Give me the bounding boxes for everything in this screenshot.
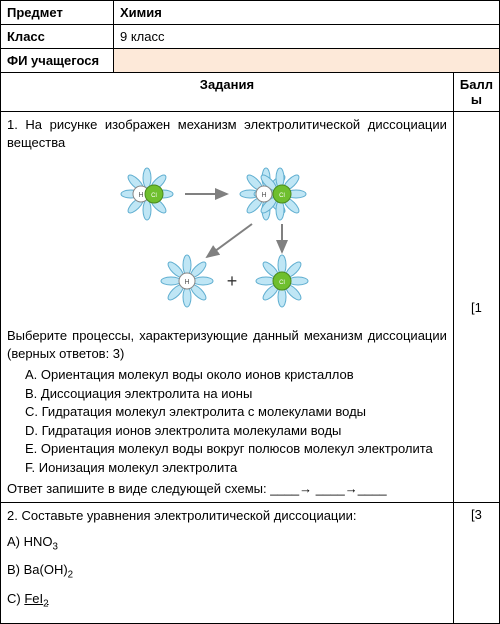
- task1-option-b: B. Диссоциация электролита на ионы: [25, 385, 447, 403]
- task1-option-c: C. Гидратация молекул электролита c моле…: [25, 403, 447, 421]
- task1-cell: 1. На рисунке изображен механизм электро…: [1, 112, 454, 503]
- svg-text:+: +: [227, 271, 238, 291]
- student-label: ФИ учащегося: [1, 49, 114, 73]
- task1-option-a: A. Ориентация молекул воды около ионов к…: [25, 366, 447, 384]
- task2-prompt: 2. Составьте уравнения электролитической…: [7, 507, 447, 525]
- task1-option-d: D. Гидратация ионов электролита молекула…: [25, 422, 447, 440]
- task1-option-e: E. Ориентация молекул воды вокруг полюсо…: [25, 440, 447, 458]
- task1-prompt: 1. На рисунке изображен механизм электро…: [7, 116, 447, 151]
- task2-item-b: B) Ba(OH)2: [7, 561, 447, 582]
- task1-subprompt: Выберите процессы, характеризующие данны…: [7, 327, 447, 362]
- svg-text:Cl: Cl: [279, 280, 285, 286]
- task2-score: [3: [453, 503, 499, 624]
- task1-score: [1: [453, 112, 499, 503]
- svg-text:Cl: Cl: [279, 193, 285, 199]
- task2-cell: 2. Составьте уравнения электролитической…: [1, 503, 454, 624]
- subject-value: Химия: [114, 1, 500, 25]
- score-column-header: Балл ы: [453, 73, 499, 112]
- svg-text:H: H: [184, 279, 189, 286]
- task1-option-f: F. Ионизация молекул электролита: [25, 459, 447, 477]
- dissociation-diagram: H Cl H Cl H: [87, 159, 367, 319]
- task2-item-c: C) FeI2: [7, 590, 447, 611]
- task2-formulas: A) HNO3 B) Ba(OH)2 C) FeI2: [7, 533, 447, 611]
- task1-options: A. Ориентация молекул воды около ионов к…: [25, 366, 447, 476]
- task2-item-a: A) HNO3: [7, 533, 447, 554]
- class-label: Класс: [1, 25, 114, 49]
- task1-answer-line: Ответ запишите в виде следующей схемы: _…: [7, 480, 447, 498]
- tasks-column-header: Задания: [1, 73, 454, 112]
- student-name-field[interactable]: [114, 49, 500, 73]
- subject-label: Предмет: [1, 1, 114, 25]
- svg-text:H: H: [138, 192, 143, 199]
- svg-text:H: H: [261, 192, 266, 199]
- worksheet-table: Предмет Химия Класс 9 класс ФИ учащегося…: [0, 0, 500, 624]
- svg-text:Cl: Cl: [151, 193, 157, 199]
- class-value: 9 класс: [114, 25, 500, 49]
